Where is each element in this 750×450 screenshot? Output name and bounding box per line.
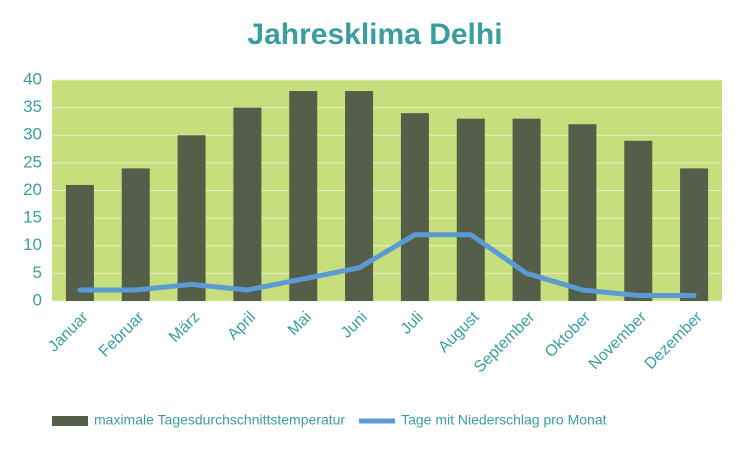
x-tick-label: Februar — [96, 308, 148, 360]
bar — [568, 124, 597, 301]
x-tick-label: Dezember — [642, 308, 707, 373]
x-tick-label: März — [166, 309, 203, 346]
bar — [233, 107, 262, 301]
x-tick-label: Juli — [398, 309, 427, 338]
y-tick-label: 35 — [23, 97, 42, 116]
bar — [65, 184, 94, 301]
y-tick-label: 25 — [23, 152, 42, 171]
line — [77, 232, 697, 298]
bar — [624, 140, 653, 301]
legend-swatch — [52, 416, 88, 426]
x-tick-label: August — [435, 308, 483, 356]
legend-label: maximale Tagesdurchschnittstemperatur — [94, 412, 345, 428]
bar — [680, 168, 709, 301]
chart-title: Jahresklima Delhi — [247, 18, 502, 51]
bar — [177, 135, 206, 301]
bar — [400, 113, 429, 302]
x-tick-label: Januar — [45, 308, 92, 355]
bar — [121, 168, 150, 301]
x-tick-label: April — [225, 309, 260, 344]
x-tick-label: Mai — [285, 309, 315, 339]
y-tick-label: 40 — [23, 69, 42, 88]
y-tick-label: 20 — [23, 180, 42, 199]
x-tick-label: Juni — [338, 309, 371, 342]
y-tick-label: 30 — [23, 125, 42, 144]
y-tick-label: 10 — [23, 235, 42, 254]
legend-label: Tage mit Niederschlag pro Monat — [401, 412, 607, 428]
y-tick-label: 5 — [33, 263, 42, 282]
x-tick-label: Oktober — [542, 308, 595, 361]
y-tick-label: 15 — [23, 208, 42, 227]
x-tick-label: November — [586, 308, 651, 373]
bar — [456, 118, 485, 301]
bar — [289, 91, 318, 301]
y-tick-label: 0 — [33, 290, 42, 309]
x-tick-label: September — [471, 308, 539, 376]
